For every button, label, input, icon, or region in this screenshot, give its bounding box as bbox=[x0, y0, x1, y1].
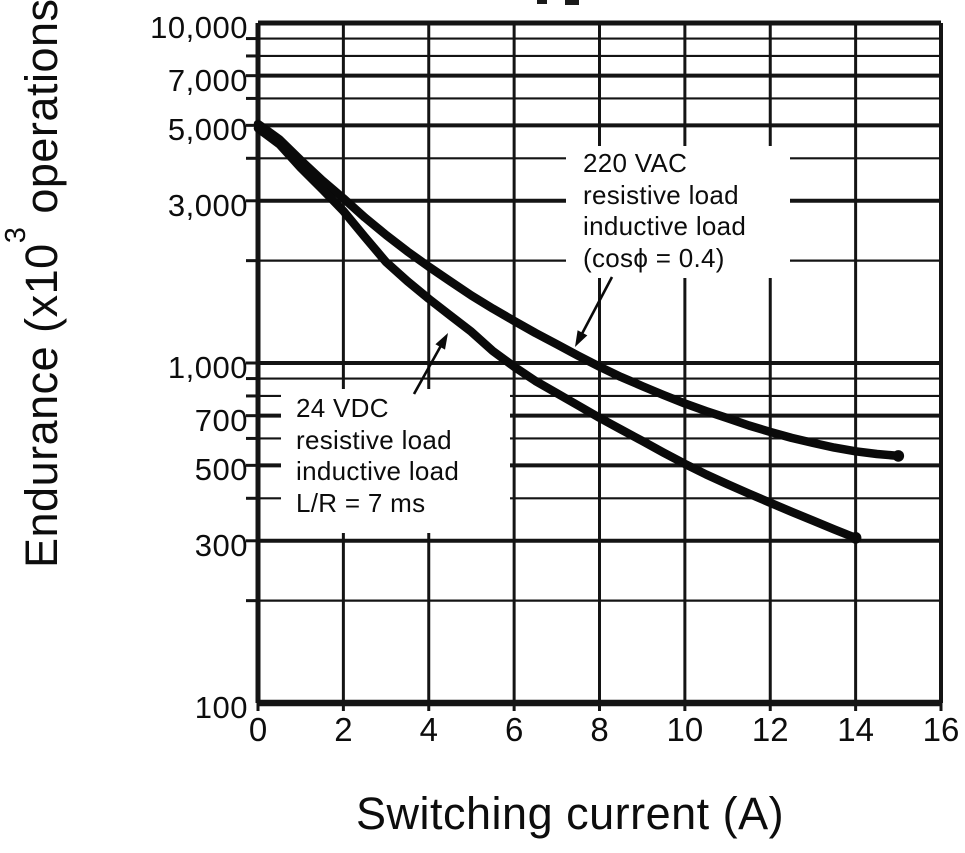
x-tick-label: 0 bbox=[248, 711, 268, 748]
x-axis-title: Switching current (A) bbox=[356, 788, 785, 839]
scan-artifact bbox=[537, 0, 547, 4]
annotation-24vdc-line3: inductive load bbox=[296, 456, 460, 486]
y-axis-title-superscript: 3 bbox=[0, 226, 32, 244]
annotation-arrow-24vdc bbox=[412, 342, 444, 395]
annotation-24vdc: 24 VDC resistive load inductive load L/R… bbox=[296, 393, 459, 519]
curve-24vdc bbox=[253, 124, 860, 543]
x-tick-label: 4 bbox=[419, 711, 438, 748]
annotation-220vac-line4: (cosϕ = 0.4) bbox=[583, 242, 725, 273]
annotation-arrow-220vac bbox=[579, 276, 614, 337]
x-tick-label: 2 bbox=[334, 711, 353, 748]
curve-endpoint bbox=[849, 532, 862, 544]
y-tick-label: 700 bbox=[194, 402, 248, 438]
x-tick-label: 12 bbox=[751, 711, 789, 748]
y-tick-label: 1,000 bbox=[167, 350, 248, 385]
annotation-220vac: 220 VAC resistive load inductive load (c… bbox=[583, 148, 746, 274]
annotation-24vdc-background bbox=[281, 389, 510, 533]
y-tick-label: 5,000 bbox=[167, 112, 248, 148]
y-tick-label: 7,000 bbox=[167, 62, 248, 98]
y-tick-label: 500 bbox=[194, 452, 248, 488]
annotation-220vac-line1: 220 VAC bbox=[583, 148, 688, 178]
annotation-24vdc-line1: 24 VDC bbox=[296, 393, 389, 423]
annotation-24vdc-line2: resistive load bbox=[296, 424, 452, 455]
curve-220vac bbox=[253, 119, 903, 461]
annotation-220vac-background bbox=[566, 146, 790, 278]
x-tick-label: 8 bbox=[590, 711, 609, 748]
y-tick-label: 100 bbox=[194, 690, 248, 725]
y-tick-label: 10,000 bbox=[150, 10, 248, 45]
x-tick-label: 10 bbox=[666, 711, 704, 748]
y-tick-label: 3,000 bbox=[167, 187, 248, 223]
x-tick-label: 14 bbox=[837, 711, 874, 748]
curve-endpoint bbox=[892, 450, 905, 462]
y-tick-label: 300 bbox=[194, 527, 248, 563]
annotation-220vac-line2: resistive load bbox=[583, 179, 739, 210]
x-tick-label: 6 bbox=[504, 711, 524, 748]
x-tick-label: 16 bbox=[922, 711, 960, 748]
annotation-24vdc-line4: L/R = 7 ms bbox=[296, 487, 426, 518]
annotation-220vac-line3: inductive load bbox=[583, 211, 747, 241]
scan-artifact bbox=[565, 0, 579, 5]
annotation-arrow-24vdc-head bbox=[435, 333, 448, 350]
annotation-arrow-220vac-head bbox=[575, 330, 588, 347]
